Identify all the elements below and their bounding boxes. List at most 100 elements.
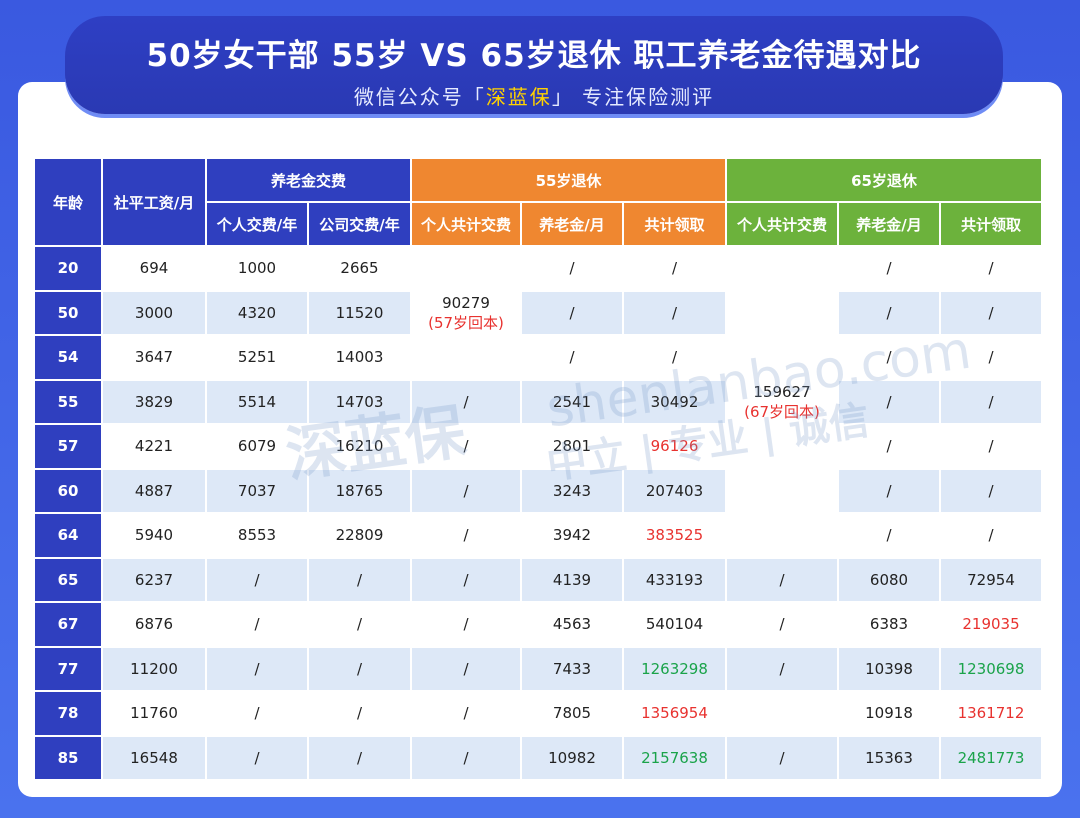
- cell: /: [520, 245, 624, 292]
- age-cell: 20: [33, 245, 103, 292]
- cell: 2481773: [939, 734, 1043, 781]
- group-header: 养老金交费: [205, 157, 412, 203]
- cell: 10918: [837, 690, 941, 737]
- cell: 694: [101, 245, 207, 292]
- cell: 2157638: [622, 734, 727, 781]
- cell-value: 159627: [753, 382, 811, 401]
- subtitle: 微信公众号「深蓝保」 专注保险测评: [65, 81, 1003, 110]
- table-row: 55 3829 5514 14703/2541 30492//: [33, 378, 1043, 425]
- age-cell: 78: [33, 690, 103, 737]
- cell: /: [520, 334, 624, 381]
- cell: 7805: [520, 690, 624, 737]
- table-row: 60 4887 7037 18765/3243 207403//: [33, 467, 1043, 514]
- age-cell: 77: [33, 645, 103, 692]
- cell: 8553: [205, 512, 309, 559]
- cell: /: [939, 423, 1043, 470]
- cell: /: [205, 645, 309, 692]
- cell-value: 219035: [962, 615, 1020, 634]
- cell: 72954: [939, 556, 1043, 603]
- cell-value: 96126: [650, 437, 699, 456]
- cell: /: [939, 512, 1043, 559]
- cell: 16210: [307, 423, 412, 470]
- cell: /: [410, 601, 522, 648]
- cell: 6383: [837, 601, 941, 648]
- cell: /: [837, 378, 941, 425]
- column-header: 公司交费/年: [307, 201, 412, 247]
- table-row: 67 6876///4563 540104/6383 219035: [33, 601, 1043, 648]
- table-row: 57 4221 6079 16210/2801 96126//: [33, 423, 1043, 470]
- header-cell: 社平工资/月: [101, 157, 207, 247]
- cell: 4221: [101, 423, 207, 470]
- column-header: 共计领取: [939, 201, 1043, 247]
- cell: /: [837, 423, 941, 470]
- group-header: 65岁退休: [725, 157, 1043, 203]
- cell: /: [307, 601, 412, 648]
- cell: /: [725, 556, 839, 603]
- cell: 10982: [520, 734, 624, 781]
- cell: 1263298: [622, 645, 727, 692]
- cell: 96126: [622, 423, 727, 470]
- cell: /: [410, 378, 522, 425]
- cell: /: [622, 334, 727, 381]
- cell: /: [837, 467, 941, 514]
- cell: /: [837, 334, 941, 381]
- cell: /: [205, 734, 309, 781]
- cell-value: 1263298: [641, 659, 708, 678]
- cell: /: [622, 245, 727, 292]
- cell: 30492: [622, 378, 727, 425]
- cell: 2541: [520, 378, 624, 425]
- cell: 7037: [205, 467, 309, 514]
- age-cell: 67: [33, 601, 103, 648]
- cell: /: [725, 645, 839, 692]
- cell: /: [410, 467, 522, 514]
- cell: 1000: [205, 245, 309, 292]
- cell-note: (67岁回本): [744, 402, 820, 421]
- cell-value: 1230698: [957, 659, 1025, 678]
- cell: 3647: [101, 334, 207, 381]
- cell: 14703: [307, 378, 412, 425]
- table-row: 54 3647 5251 14003// / /: [33, 334, 1043, 381]
- table-row: 85 16548///10982 2157638/15363 2481773: [33, 734, 1043, 781]
- cell: 5251: [205, 334, 309, 381]
- age-cell: 64: [33, 512, 103, 559]
- cell: /: [307, 690, 412, 737]
- subtitle-brand: 深蓝保: [485, 85, 552, 109]
- group-header: 55岁退休: [410, 157, 727, 203]
- comparison-table: 年龄 社平工资/月 养老金交费 55岁退休 65岁退休 个人交费/年 公司交费/年…: [33, 157, 1043, 781]
- cell: /: [939, 467, 1043, 514]
- cell: 2665: [307, 245, 412, 292]
- table-row: 65 6237///4139 433193/6080 72954: [33, 556, 1043, 603]
- cell: /: [837, 289, 941, 336]
- cell: 4139: [520, 556, 624, 603]
- age-cell: 50: [33, 289, 103, 336]
- cell: /: [622, 289, 727, 336]
- cell-value: 383525: [645, 526, 704, 545]
- header-cell: 年龄: [33, 157, 103, 247]
- table-row: 77 11200///7433 1263298/10398 1230698: [33, 645, 1043, 692]
- age-cell: 54: [33, 334, 103, 381]
- cell: 1356954: [622, 690, 727, 737]
- column-header: 共计领取: [622, 201, 727, 247]
- cell: /: [307, 734, 412, 781]
- cell: 14003: [307, 334, 412, 381]
- column-header: 个人交费/年: [205, 201, 309, 247]
- cell: /: [410, 734, 522, 781]
- table-row: 20 694 1000 2665 90279 (57岁回本) //159627 (67岁回本)…: [33, 245, 1043, 559]
- cell: 22809: [307, 512, 412, 559]
- table-row: 64 5940 8553 22809/3942 383525//: [33, 512, 1043, 559]
- subtitle-post: 」 专注保险测评: [551, 85, 715, 109]
- cell: 159627 (67岁回本): [725, 245, 839, 559]
- age-cell: 60: [33, 467, 103, 514]
- cell: 16548: [101, 734, 207, 781]
- cell: /: [837, 512, 941, 559]
- cell: 6079: [205, 423, 309, 470]
- age-cell: 65: [33, 556, 103, 603]
- cell: 6237: [101, 556, 207, 603]
- cell: 1361712: [939, 690, 1043, 737]
- cell: 207403: [622, 467, 727, 514]
- cell: /: [410, 645, 522, 692]
- cell: 4320: [205, 289, 309, 336]
- age-cell: 55: [33, 378, 103, 425]
- cell: /: [410, 512, 522, 559]
